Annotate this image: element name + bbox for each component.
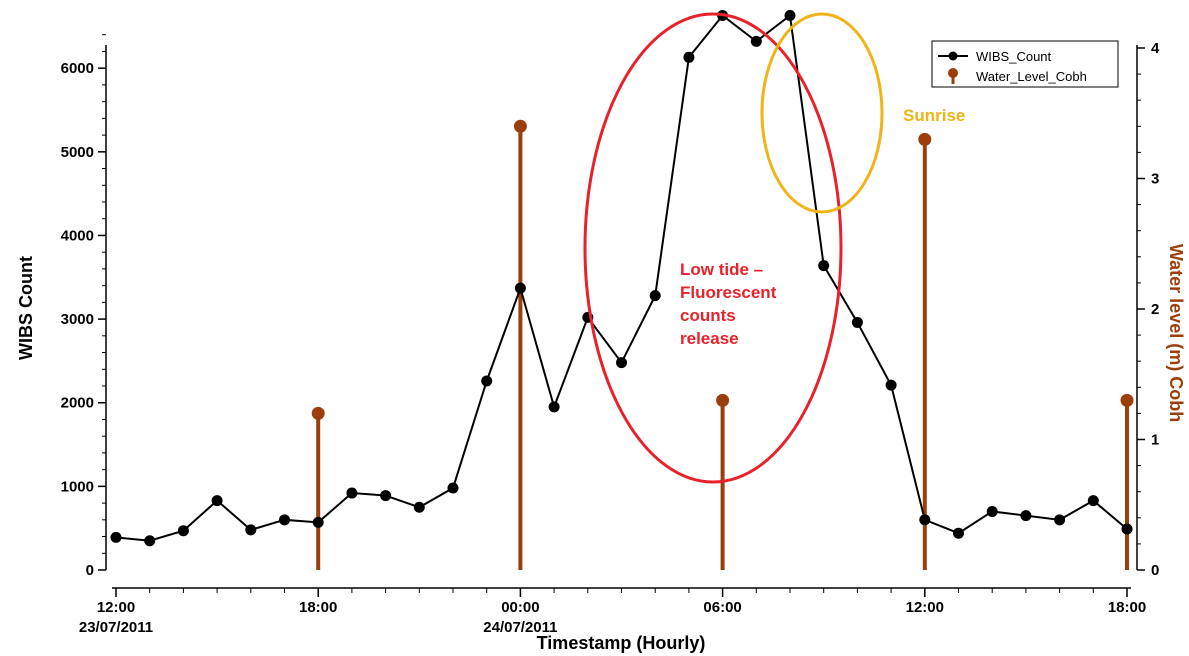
- x-axis-tick-label: 18:00: [1108, 599, 1146, 616]
- wibs-count-point: [1121, 523, 1133, 535]
- left-axis-tick-label: 0: [86, 562, 94, 579]
- wibs-count-point: [818, 260, 830, 272]
- left-axis-tick-label: 1000: [61, 478, 94, 495]
- wibs-count-point: [380, 490, 392, 502]
- left-axis-tick-label: 3000: [61, 311, 94, 328]
- wibs-count-point: [784, 9, 796, 21]
- x-axis-tick-label: 18:00: [299, 599, 337, 616]
- legend-water-marker: [948, 68, 958, 78]
- right-axis-tick-label: 4: [1151, 40, 1160, 57]
- wibs-count-point: [413, 501, 425, 513]
- water-level-marker: [1120, 393, 1134, 407]
- right-axis-tick-label: 2: [1151, 301, 1159, 318]
- sunrise-ellipse: [760, 12, 884, 214]
- right-axis-tick-label: 3: [1151, 171, 1159, 188]
- wibs-count-point: [346, 487, 358, 499]
- legend-water-label: Water_Level_Cobh: [976, 69, 1087, 84]
- legend-wibs-marker: [948, 51, 958, 61]
- wibs-count-point: [211, 495, 223, 507]
- left-axis-tick-label: 5000: [61, 144, 94, 161]
- low-tide-ellipse: [583, 12, 843, 484]
- water-level-marker: [513, 119, 527, 133]
- wibs-count-point: [110, 531, 122, 543]
- sunrise-label: Sunrise: [903, 106, 965, 125]
- low-tide-label: Fluorescent: [680, 283, 777, 302]
- low-tide-label: release: [680, 329, 739, 348]
- low-tide-label: Low tide –: [680, 260, 763, 279]
- wibs-count-point: [312, 516, 324, 528]
- axes: 0 1000 2000 3000 4000 5000 6000 0 1 2 3 4 12:00 23/07…: [16, 34, 1186, 653]
- wibs-count-point: [616, 357, 627, 369]
- legend-wibs-label: WIBS_Count: [976, 49, 1052, 64]
- wibs-count-point: [1020, 510, 1032, 522]
- wibs-count-point: [447, 482, 459, 494]
- x-axis-tick-label: 00:00: [501, 599, 539, 616]
- wibs-count-point: [919, 514, 931, 526]
- wibs-count-point: [851, 316, 863, 328]
- wibs-count-point: [1054, 514, 1066, 526]
- wibs-count-point: [245, 524, 257, 536]
- wibs-count-point: [683, 51, 695, 63]
- x-axis-tick-date: 24/07/2011: [483, 619, 557, 636]
- right-axis-tick-label: 0: [1151, 562, 1159, 579]
- wibs-count-point: [885, 379, 897, 391]
- water-level-stems: [311, 119, 1134, 570]
- wibs-count-point: [144, 535, 156, 547]
- annotations: Low tide – Fluorescent counts release Sunris…: [583, 12, 965, 484]
- legend: WIBS_Count Water_Level_Cobh: [931, 40, 1119, 88]
- water-level-marker: [716, 393, 730, 407]
- low-tide-label: counts: [680, 306, 736, 325]
- x-axis-tick-label: 06:00: [703, 599, 741, 616]
- wibs-count-point: [481, 375, 493, 387]
- wibs-count-point: [986, 505, 998, 517]
- wibs-count-point: [279, 514, 290, 526]
- wibs-count-point: [750, 35, 762, 47]
- x-axis-tick-date: 23/07/2011: [79, 619, 153, 636]
- wibs-count-point: [953, 527, 964, 539]
- left-axis-tick-label: 4000: [61, 227, 94, 244]
- right-axis-title: Water level (m) Cobh: [1166, 244, 1186, 422]
- wibs-count-point: [548, 401, 560, 413]
- right-axis-tick-label: 1: [1151, 432, 1159, 449]
- left-axis-tick-label: 2000: [61, 395, 94, 412]
- legend-box: [931, 40, 1119, 88]
- wibs-count-point: [1087, 495, 1099, 507]
- wibs-count-series: [110, 9, 1133, 547]
- left-axis-tick-label: 6000: [61, 60, 94, 77]
- wibs-count-line: [115, 13, 1128, 542]
- wibs-count-point: [177, 525, 189, 537]
- x-axis-tick-label: 12:00: [97, 599, 135, 616]
- x-axis-tick-label: 12:00: [906, 599, 944, 616]
- water-level-marker: [311, 406, 325, 420]
- wibs-count-point: [649, 290, 661, 302]
- water-level-marker: [918, 132, 932, 146]
- wibs-count-point: [514, 282, 526, 294]
- x-axis-title: Timestamp (Hourly): [537, 633, 706, 653]
- left-axis-title: WIBS Count: [16, 256, 36, 360]
